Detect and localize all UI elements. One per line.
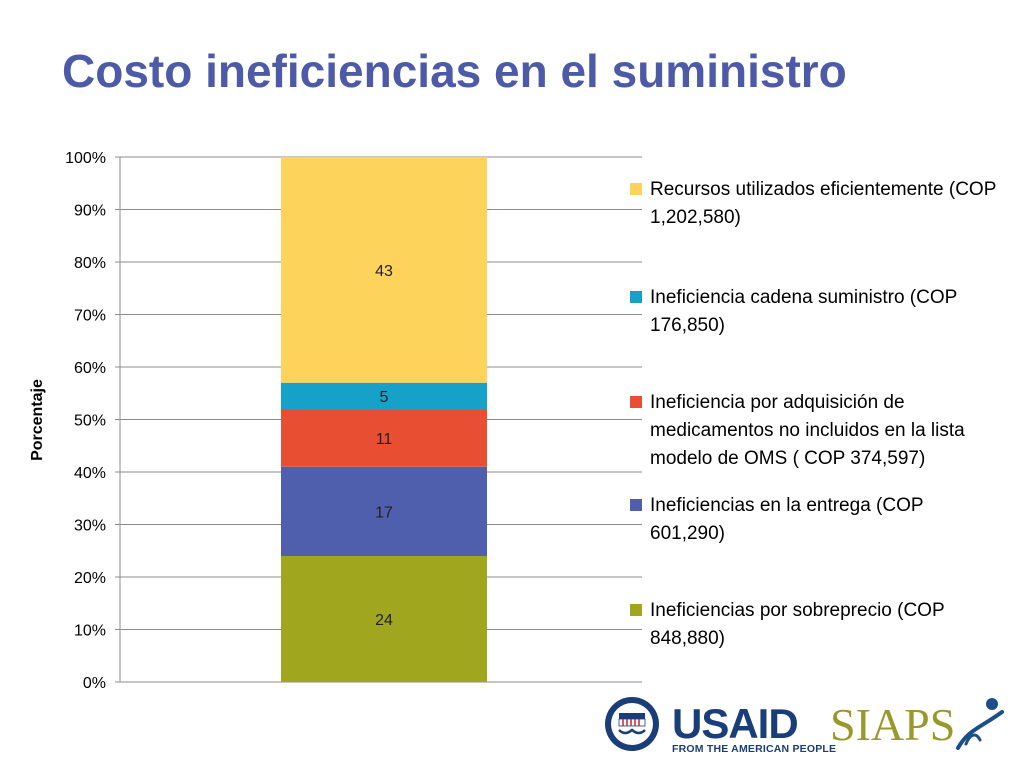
- usaid-seal-icon: [605, 697, 659, 751]
- data-label: 17: [375, 504, 393, 521]
- y-tick-label: 0%: [83, 675, 106, 692]
- bar-segment: [281, 382, 487, 409]
- y-tick-label: 10%: [74, 623, 106, 640]
- y-tick-label: 20%: [74, 570, 106, 587]
- bar-segment: [281, 409, 487, 467]
- bar-segment: [281, 556, 487, 682]
- y-tick-label: 70%: [74, 308, 106, 325]
- y-tick-label: 90%: [74, 203, 106, 220]
- logo-strip: USAID FROM THE AMERICAN PEOPLE SIAPS: [600, 690, 1020, 762]
- usaid-logo: USAID: [672, 700, 799, 747]
- legend-label: Recursos utilizados eficientemente (COP …: [650, 179, 997, 228]
- legend-item: Ineficiencia cadena suministro (COP 176,…: [630, 284, 1000, 340]
- legend-label: Ineficiencia por adquisición de medicame…: [650, 392, 965, 469]
- y-tick-label: 100%: [65, 150, 106, 167]
- legend-swatch: [630, 183, 642, 195]
- legend-item: Ineficiencias en la entrega (COP 601,290…: [630, 492, 1000, 548]
- data-label: 5: [380, 389, 389, 406]
- legend-label: Ineficiencia cadena suministro (COP 176,…: [650, 287, 957, 336]
- slide-title: Costo ineficiencias en el suministro: [62, 45, 847, 97]
- y-tick-label: 60%: [74, 360, 106, 377]
- y-axis-title: Porcentaje: [29, 379, 46, 461]
- data-label: 11: [376, 431, 393, 448]
- y-tick-label: 40%: [74, 465, 106, 482]
- y-tick-label: 30%: [74, 518, 106, 535]
- chart-legend: Recursos utilizados eficientemente (COP …: [630, 176, 1010, 676]
- legend-swatch: [630, 604, 642, 616]
- data-label: 24: [375, 612, 393, 629]
- legend-swatch: [630, 291, 642, 303]
- bar-segment: [281, 157, 487, 383]
- siaps-figure-icon: [956, 698, 1004, 750]
- legend-item: Recursos utilizados eficientemente (COP …: [630, 176, 1000, 232]
- y-tick-label: 80%: [74, 255, 106, 272]
- data-label: 43: [375, 263, 393, 280]
- legend-item: Ineficiencia por adquisición de medicame…: [630, 389, 1000, 473]
- legend-swatch: [630, 499, 642, 511]
- y-tick-label: 50%: [74, 413, 106, 430]
- bar-segment: [281, 466, 487, 556]
- legend-label: Ineficiencias en la entrega (COP 601,290…: [650, 495, 924, 544]
- legend-label: Ineficiencias por sobreprecio (COP 848,8…: [650, 600, 945, 649]
- siaps-logo: SIAPS: [830, 699, 956, 750]
- legend-swatch: [630, 396, 642, 408]
- usaid-tagline: FROM THE AMERICAN PEOPLE: [672, 743, 837, 755]
- legend-item: Ineficiencias por sobreprecio (COP 848,8…: [630, 597, 1000, 653]
